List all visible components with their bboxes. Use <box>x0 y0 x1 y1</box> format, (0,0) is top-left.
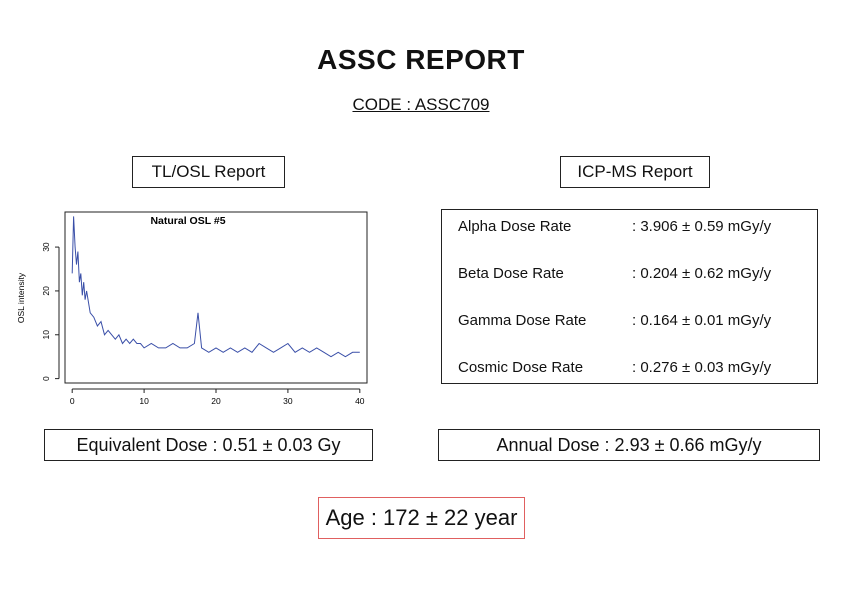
y-tick-label: 10 <box>41 330 51 340</box>
equivalent-dose-box: Equivalent Dose : 0.51 ± 0.03 Gy <box>44 429 373 461</box>
x-tick-label: 30 <box>283 396 293 406</box>
osl-chart: Natural OSL #5 OSL intensity 0 10 20 30 40 0 1… <box>12 206 372 412</box>
y-tick-label: 30 <box>41 242 51 252</box>
chart-title: Natural OSL #5 <box>150 215 225 227</box>
report-title: ASSC REPORT <box>317 44 525 75</box>
plot-frame <box>64 211 368 384</box>
x-tick-label: 20 <box>211 396 221 406</box>
gamma-dose-value: : 0.164 ± 0.01 mGy/y <box>632 312 772 329</box>
x-tick-label: 10 <box>139 396 149 406</box>
alpha-dose-label: Alpha Dose Rate <box>458 218 572 235</box>
annual-dose-box: Annual Dose : 2.93 ± 0.66 mGy/y <box>438 429 820 461</box>
icp-ms-heading: ICP-MS Report <box>560 156 710 188</box>
gamma-dose-label: Gamma Dose Rate <box>458 312 587 329</box>
cosmic-dose-value: : 0.276 ± 0.03 mGy/y <box>632 359 772 376</box>
alpha-dose-value: : 3.906 ± 0.59 mGy/y <box>632 218 772 235</box>
x-tick-label: 0 <box>70 396 75 406</box>
age-result-box: Age : 172 ± 22 year <box>318 497 525 539</box>
y-axis-label: OSL intensity <box>16 272 26 323</box>
osl-chart-svg: Natural OSL #5 OSL intensity 0 10 20 30 40 0 1… <box>16 211 368 406</box>
cosmic-dose-label: Cosmic Dose Rate <box>458 359 584 376</box>
beta-dose-label: Beta Dose Rate <box>458 265 564 282</box>
y-tick-label: 0 <box>41 376 51 381</box>
x-tick-label: 40 <box>355 396 365 406</box>
tl-osl-heading: TL/OSL Report <box>132 156 285 188</box>
report-code: CODE : ASSC709 <box>352 95 490 114</box>
osl-series-line <box>71 216 360 358</box>
y-tick-label: 20 <box>41 286 51 296</box>
beta-dose-value: : 0.204 ± 0.62 mGy/y <box>632 265 772 282</box>
icp-ms-dose-table: Alpha Dose Rate : 3.906 ± 0.59 mGy/y Bet… <box>441 209 818 384</box>
